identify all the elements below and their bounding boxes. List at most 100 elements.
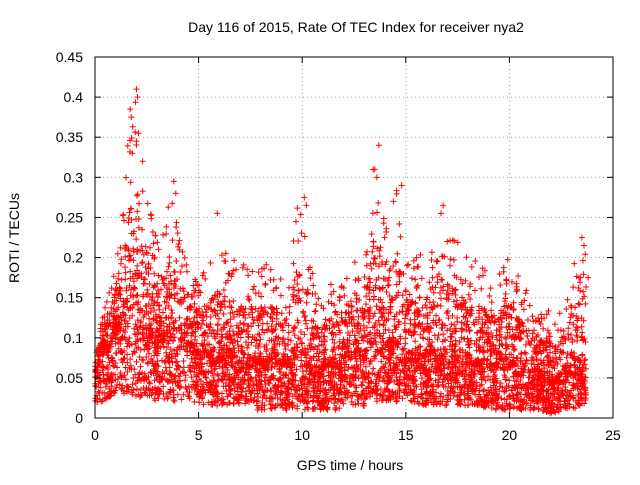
data-point — [128, 206, 134, 212]
data-point — [146, 281, 152, 287]
data-point — [208, 260, 214, 266]
data-point — [173, 220, 179, 226]
data-point — [370, 210, 376, 216]
data-points — [92, 86, 591, 416]
data-point — [467, 296, 473, 302]
data-point — [145, 201, 151, 207]
data-point — [175, 230, 181, 236]
data-point — [328, 282, 334, 288]
data-point — [503, 291, 509, 297]
data-point — [571, 261, 577, 267]
data-point — [531, 327, 537, 333]
data-point — [222, 258, 228, 264]
data-point — [383, 226, 389, 232]
data-point — [384, 289, 390, 295]
data-point — [447, 237, 453, 243]
data-point — [184, 269, 190, 275]
data-point — [244, 266, 250, 272]
data-point — [574, 338, 580, 344]
data-point — [580, 289, 586, 295]
data-point — [467, 328, 473, 334]
data-point — [249, 268, 255, 274]
data-point — [161, 344, 167, 350]
data-point — [221, 311, 227, 317]
data-point — [169, 310, 175, 316]
data-point — [268, 267, 274, 273]
data-point — [358, 382, 364, 388]
data-point — [363, 293, 369, 299]
data-point — [386, 282, 392, 288]
data-point — [494, 333, 500, 339]
data-point — [148, 216, 154, 222]
data-point — [122, 318, 128, 324]
data-point — [377, 244, 383, 250]
data-point — [245, 272, 251, 278]
data-point — [394, 281, 400, 287]
data-point — [310, 282, 316, 288]
data-point — [128, 179, 134, 185]
data-point — [286, 330, 292, 336]
data-point — [386, 275, 392, 281]
data-point — [582, 301, 588, 307]
data-point — [398, 234, 404, 240]
data-point — [250, 286, 256, 292]
data-point — [288, 338, 294, 344]
data-point — [215, 321, 221, 327]
data-point — [233, 267, 239, 273]
data-point — [435, 336, 441, 342]
data-point — [122, 276, 128, 282]
data-point — [240, 265, 246, 271]
data-point — [447, 256, 453, 262]
data-point — [438, 277, 444, 283]
data-point — [170, 237, 176, 243]
data-point — [565, 325, 571, 331]
data-point — [478, 286, 484, 292]
data-point — [124, 383, 130, 389]
data-point — [125, 143, 131, 149]
data-point — [103, 332, 109, 338]
data-point — [459, 359, 465, 365]
data-point — [257, 336, 263, 342]
data-point — [264, 321, 270, 327]
data-point — [557, 310, 563, 316]
data-point — [298, 212, 304, 218]
data-point — [133, 359, 139, 365]
data-point — [165, 204, 171, 210]
data-point — [412, 338, 418, 344]
data-point — [116, 291, 122, 297]
data-point — [581, 271, 587, 277]
data-point — [226, 299, 232, 305]
data-point — [436, 376, 442, 382]
data-point — [131, 286, 137, 292]
data-point — [580, 258, 586, 264]
data-point — [296, 287, 302, 293]
data-point — [414, 284, 420, 290]
data-point — [465, 402, 471, 408]
data-point — [171, 269, 177, 275]
data-point — [312, 309, 318, 315]
data-point — [382, 234, 388, 240]
data-point — [227, 303, 233, 309]
data-point — [416, 320, 422, 326]
data-point — [369, 266, 375, 272]
data-point — [291, 287, 297, 293]
data-point — [147, 245, 153, 251]
data-point — [102, 305, 108, 311]
data-point — [285, 336, 291, 342]
data-point — [573, 324, 579, 330]
data-point — [244, 345, 250, 351]
data-point — [133, 236, 139, 242]
data-point — [524, 357, 530, 363]
data-point — [157, 315, 163, 321]
data-point — [269, 315, 275, 321]
data-point — [139, 260, 145, 266]
data-point — [216, 316, 222, 322]
data-point — [480, 388, 486, 394]
data-point — [130, 257, 136, 263]
data-point — [476, 274, 482, 280]
data-point — [127, 209, 133, 215]
data-point — [241, 262, 247, 268]
data-point — [575, 301, 581, 307]
data-point — [402, 335, 408, 341]
data-point — [134, 193, 140, 199]
